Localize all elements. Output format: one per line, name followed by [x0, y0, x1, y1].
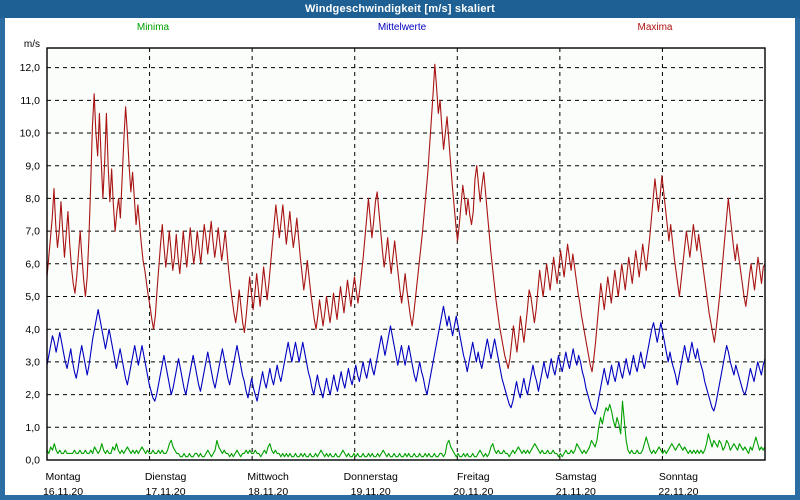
x-axis-date-label: 16.11.20: [43, 486, 83, 495]
x-axis-date-label: 18.11.20: [248, 486, 288, 495]
y-axis-tick-labels: 0,0 1,0 2,0 3,0 4,0 5,0 6,0 7,0 8,0 9,0 10,0 11,0 12…: [20, 62, 41, 466]
legend-item-maxima: Maxima: [637, 22, 673, 33]
x-axis-tick-labels: Montag 16.11.20 Dienstag 17.11.20 Mittwoch 18…: [43, 471, 699, 495]
plot-background: [47, 48, 765, 460]
x-axis-date-label: 20.11.20: [453, 486, 493, 495]
plot-frame-border: [46, 47, 766, 461]
y-axis-tick-label: 3,0: [25, 357, 40, 369]
y-axis-tick-label: 0,0: [25, 455, 40, 467]
x-axis-date-label: 19.11.20: [351, 486, 391, 495]
series-line-mittelwerte: [46, 305, 766, 415]
x-axis-day-label: Mittwoch: [247, 471, 289, 483]
chart-legend: Minima Mittelwerte Maxima: [5, 20, 795, 36]
x-axis-date-label: 17.11.20: [146, 486, 186, 495]
x-axis-day-label: Samstag: [555, 471, 597, 483]
legend-item-minima: Minima: [136, 22, 170, 33]
x-axis-day-label: Montag: [45, 471, 80, 483]
y-axis-tick-label: 2,0: [25, 389, 40, 401]
y-axis-tick-label: 7,0: [25, 226, 40, 238]
window-title: Windgeschwindigkeit [m/s] skaliert: [304, 3, 496, 15]
window-titlebar: Windgeschwindigkeit [m/s] skaliert: [0, 0, 800, 18]
x-axis-day-label: Freitag: [457, 471, 490, 483]
y-axis-tick-label: 8,0: [25, 193, 40, 205]
y-axis-tick-label: 4,0: [25, 324, 40, 336]
series-line-minima: [46, 400, 766, 458]
wind-speed-line-chart: 0,0 1,0 2,0 3,0 4,0 5,0 6,0 7,0 8,0 9,0 10,0 11,0 12…: [20, 39, 766, 495]
x-axis-day-label: Donnerstag: [344, 471, 398, 483]
x-axis-date-label: 21.11.20: [556, 486, 596, 495]
y-axis-tick-label: 9,0: [25, 160, 40, 172]
plot-container: 0,0 1,0 2,0 3,0 4,0 5,0 6,0 7,0 8,0 9,0 10,0 11,0 12…: [5, 36, 795, 495]
y-axis-tick-label: 11,0: [20, 95, 40, 107]
data-series-group: [46, 63, 766, 458]
y-axis-tick-label: 6,0: [25, 258, 40, 270]
y-axis-tick-label: 5,0: [25, 291, 40, 303]
y-axis-unit-label: m/s: [24, 39, 40, 50]
x-axis-date-label: 22.11.20: [658, 486, 698, 495]
y-axis-tick-label: 10,0: [20, 128, 41, 140]
x-axis-day-label: Dienstag: [145, 471, 187, 483]
y-axis-tick-label: 1,0: [25, 422, 40, 434]
series-line-maxima: [46, 63, 766, 373]
legend-item-mittelwerte: Mittelwerte: [377, 22, 427, 33]
y-axis-tick-label: 12,0: [20, 62, 41, 74]
x-axis-day-label: Sonntag: [659, 471, 698, 483]
